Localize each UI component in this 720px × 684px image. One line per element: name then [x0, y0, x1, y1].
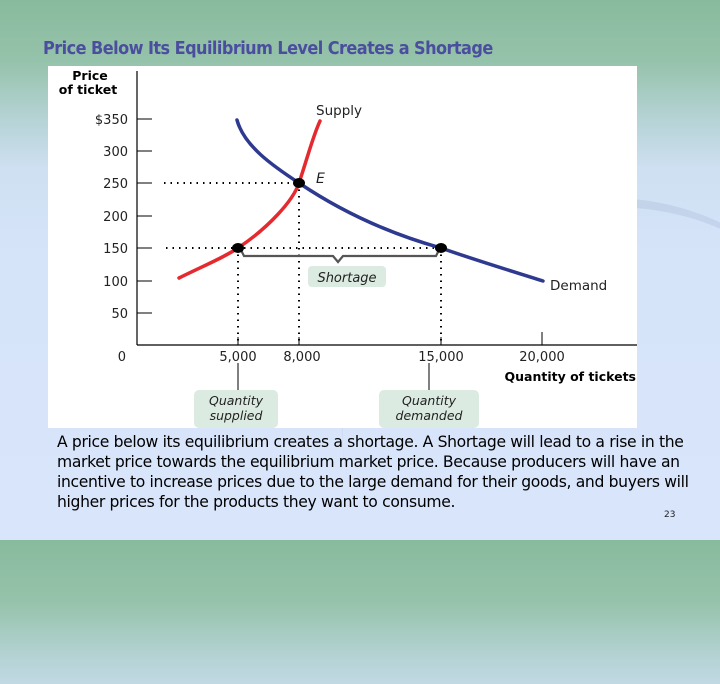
- equilibrium-label: E: [316, 171, 325, 187]
- quantity-supplied-callout: [194, 390, 278, 428]
- quantity-demanded-callout: [379, 390, 479, 428]
- x-tick-20000: 20,000: [519, 350, 565, 365]
- qd-label-line1: Quantity: [402, 393, 457, 408]
- supply-demand-chart: Price of ticket $350 300 250 200 150 100…: [48, 66, 637, 428]
- x-tick-8000: 8,000: [283, 350, 320, 365]
- quantity-demanded-point: [435, 243, 447, 253]
- qd-label-line2: demanded: [396, 408, 463, 423]
- demand-label: Demand: [550, 278, 607, 294]
- y-axis-label-line1: Price: [72, 68, 108, 83]
- y-tick-labels: $350 300 250 200 150 100 50 0: [95, 113, 128, 365]
- quantity-supplied-point: [232, 243, 244, 253]
- y-tick-300: 300: [103, 145, 128, 160]
- shortage-label: Shortage: [317, 271, 376, 286]
- y-axis-label-line2: of ticket: [59, 82, 118, 97]
- x-tick-15000: 15,000: [418, 350, 464, 365]
- y-tick-200: 200: [103, 210, 128, 225]
- shortage-bracket: [240, 249, 440, 264]
- x-tick-labels: 5,000 8,000 15,000 20,000: [219, 350, 564, 365]
- equilibrium-point: [293, 178, 305, 188]
- x-origin-0: 0: [118, 350, 126, 365]
- qs-label-line2: supplied: [210, 408, 263, 423]
- chart-svg: Price of ticket $350 300 250 200 150 100…: [59, 68, 637, 428]
- qs-label-line1: Quantity: [209, 393, 264, 408]
- x-ticks: [237, 332, 543, 345]
- slide-title: Price Below Its Equilibrium Level Create…: [43, 39, 493, 59]
- supply-label: Supply: [316, 103, 362, 119]
- dotted-guides: [164, 182, 442, 345]
- supply-curve: [177, 119, 322, 280]
- y-tick-250: 250: [103, 177, 128, 192]
- demand-curve: [235, 118, 545, 283]
- y-tick-50: 50: [111, 307, 128, 322]
- shortage-callout: [308, 266, 386, 287]
- y-ticks: [137, 118, 152, 314]
- slide-number: 23: [664, 510, 676, 520]
- x-axis-label: Quantity of tickets: [504, 369, 636, 384]
- y-tick-150: 150: [103, 242, 128, 257]
- y-tick-350: $350: [95, 113, 128, 128]
- x-tick-5000: 5,000: [219, 350, 256, 365]
- slide-body-text: A price below its equilibrium creates a …: [57, 433, 689, 511]
- y-tick-100: 100: [103, 275, 128, 290]
